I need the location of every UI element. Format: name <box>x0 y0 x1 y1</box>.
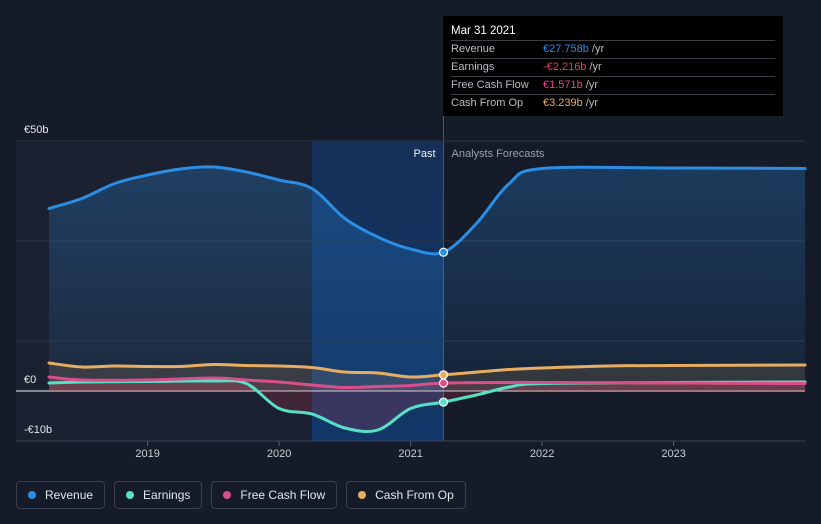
tooltip-unit: /yr <box>591 43 605 55</box>
point-cash-from-op[interactable] <box>438 370 449 380</box>
tooltip-label: Earnings <box>451 61 495 73</box>
tooltip-unit: /yr <box>589 61 602 73</box>
legend-label: Revenue <box>45 488 94 502</box>
legend-dot-icon <box>358 491 367 499</box>
legend-item-revenue[interactable]: Revenue <box>16 481 106 509</box>
series-line-cash-from-op <box>47 361 807 379</box>
tooltip-value: €3.239b <box>543 97 583 109</box>
point-revenue[interactable] <box>438 247 449 257</box>
tooltip-row: Cash From Op €3.239b/yr <box>451 94 775 112</box>
tooltip-row: Free Cash Flow €1.571b/yr <box>451 76 775 94</box>
point-free-cash-flow[interactable] <box>438 378 449 388</box>
tooltip-value: €27.758b <box>543 43 589 55</box>
tooltip-date: Mar 31 2021 <box>451 25 516 37</box>
y-tick-label: €50b <box>24 124 48 136</box>
tooltip: Mar 31 2021 Revenue €27.758b/yr Earnings -€… <box>443 16 783 116</box>
x-tick-label: 2021 <box>398 448 422 460</box>
legend-item-earnings[interactable]: Earnings <box>114 481 203 509</box>
series-line-revenue <box>47 165 807 256</box>
area-revenue <box>49 166 806 391</box>
tooltip-row: Earnings -€2.216b/yr <box>451 58 775 76</box>
series-line-free-cash-flow <box>47 375 807 390</box>
y-tick-label: -€10b <box>24 424 52 436</box>
point-earnings[interactable] <box>438 397 449 407</box>
legend-label: Cash From Op <box>375 488 454 502</box>
legend: Revenue Earnings Free Cash Flow Cash From O… <box>16 481 466 509</box>
tooltip-value: -€2.216b <box>543 61 587 73</box>
x-tick-label: 2019 <box>135 448 159 460</box>
tooltip-label: Cash From Op <box>451 97 524 109</box>
tooltip-value: €1.571b <box>543 79 583 91</box>
tooltip-unit: /yr <box>585 79 598 91</box>
legend-label: Earnings <box>143 488 191 502</box>
x-tick-label: 2020 <box>267 448 291 460</box>
tooltip-unit: /yr <box>585 97 598 109</box>
tooltip-label: Revenue <box>451 43 496 55</box>
area-earnings <box>49 380 806 432</box>
legend-item-free-cash-flow[interactable]: Free Cash Flow <box>211 481 338 509</box>
tooltip-row: Revenue €27.758b/yr <box>451 40 775 58</box>
past-label: Past <box>413 148 435 160</box>
legend-item-cash-from-op[interactable]: Cash From Op <box>346 481 466 509</box>
x-tick-label: 2022 <box>530 448 554 460</box>
legend-dot-icon <box>223 491 232 499</box>
legend-dot-icon <box>126 491 135 499</box>
forecast-label: Analysts Forecasts <box>452 148 545 160</box>
legend-dot-icon <box>28 491 36 499</box>
legend-label: Free Cash Flow <box>240 488 326 502</box>
tooltip-label: Free Cash Flow <box>451 79 529 91</box>
y-tick-label: €0 <box>24 374 36 386</box>
x-tick-label: 2023 <box>661 448 685 460</box>
